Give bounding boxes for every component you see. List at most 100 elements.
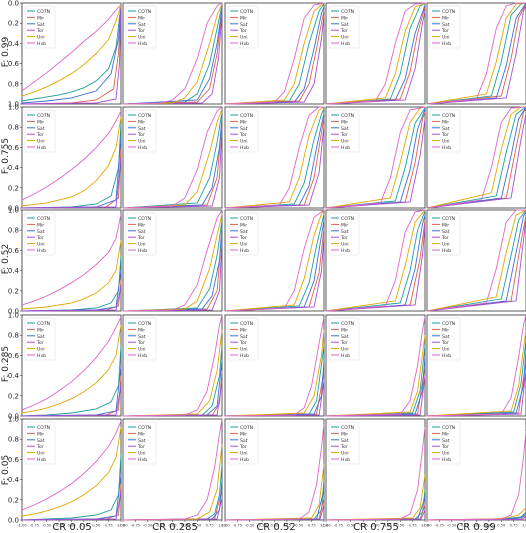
legend-label: Mir [442,222,449,228]
series-line-tor [21,285,122,312]
legend-box [125,421,157,465]
x-tick-label: 0.00 [168,524,177,528]
legend-label: COTN [37,321,50,327]
legend-label: Uni [341,35,349,41]
legend-label: Uni [37,35,45,41]
legend-label: Mir [341,327,348,333]
series-line-hvb [224,106,324,209]
legend-label: COTN [240,425,253,431]
legend-label: Mir [138,15,145,21]
legend-label: Uni [240,347,248,353]
legend-label: Tor [36,340,44,346]
legend-box [328,5,360,49]
y-tick-label: 0.4 [8,372,20,380]
x-tick-label: 0.75 [308,524,316,528]
legend-box [24,212,56,256]
legend-label: Mir [341,15,348,21]
series-line-hvb [426,106,526,209]
legend-box [429,212,461,256]
series-line-hvb [224,424,325,521]
legend-label: Sat [37,334,45,340]
x-tick-label: 1.00 [218,524,227,528]
y-tick-label: 1.0 [8,101,19,109]
legend-label: COTN [341,321,354,327]
series-line-uni [325,209,426,312]
legend-label: Mir [240,15,247,21]
legend-label: Hvb [37,248,46,254]
y-tick-label: 0.4 [8,40,20,48]
x-tick-label: 1.00 [117,524,126,528]
legend-label: Sat [442,229,450,235]
legend-label: Mir [240,431,247,437]
series-line-hvb [122,418,223,521]
legend-label: Hvb [138,41,147,47]
legend-label: Tor [36,132,44,138]
legend-label: Sat [37,126,45,132]
series-line-hvb [122,106,223,209]
legend-label: Sat [37,229,45,235]
legend-label: Mir [138,119,145,125]
series-line-sat [122,8,223,105]
legend-label: Mir [341,431,348,437]
column-label: CR 0.285 [152,522,198,533]
x-tick-label: 0.25 [181,524,189,528]
legend-label: Sat [442,334,450,340]
series-line-uni [224,106,325,209]
legend-label: COTN [138,9,151,15]
legend-label: Hvb [138,353,147,359]
legend-label: Uni [341,139,349,145]
legend-box [125,109,157,153]
series-line-cotn [325,2,426,105]
x-tick-label: 1.00 [522,524,526,528]
legend-label: COTN [37,9,50,15]
legend-label: Hvb [341,145,350,151]
legend-label: Mir [37,15,44,21]
legend-label: Mir [138,327,145,333]
legend-label: Uni [37,139,45,145]
x-tick-label: -0.25 [459,524,468,528]
legend-label: Sat [37,438,45,444]
x-tick-label: 0.75 [206,524,214,528]
legend-label: Tor [137,340,145,346]
legend-label: Sat [442,126,450,132]
legend-label: Sat [138,438,146,444]
legend-label: Mir [240,327,247,333]
series-line-cotn [426,106,526,209]
series-line-tor [224,15,325,105]
legend-box [227,212,259,256]
legend-label: Mir [138,431,145,437]
legend-label: COTN [37,113,50,119]
legend-label: Hvb [240,353,249,359]
legend-label: COTN [442,425,455,431]
y-tick-label: 0.2 [8,392,19,400]
x-tick-label: 0.00 [371,524,380,528]
legend-box [125,317,157,361]
subplot-frame [325,314,426,417]
series-line-uni [21,427,122,517]
row-label: F: 0.755 [1,138,11,174]
series-line-cotn [426,340,526,417]
legend-label: Hvb [138,145,147,151]
legend-label: COTN [442,113,455,119]
y-tick-label: 0.0 [8,308,19,316]
legend-label: Tor [441,235,449,241]
legend-box [429,5,461,49]
x-tick-label: 0.75 [105,524,113,528]
legend-label: Mir [442,327,449,333]
y-tick-label: 0.4 [8,267,20,275]
